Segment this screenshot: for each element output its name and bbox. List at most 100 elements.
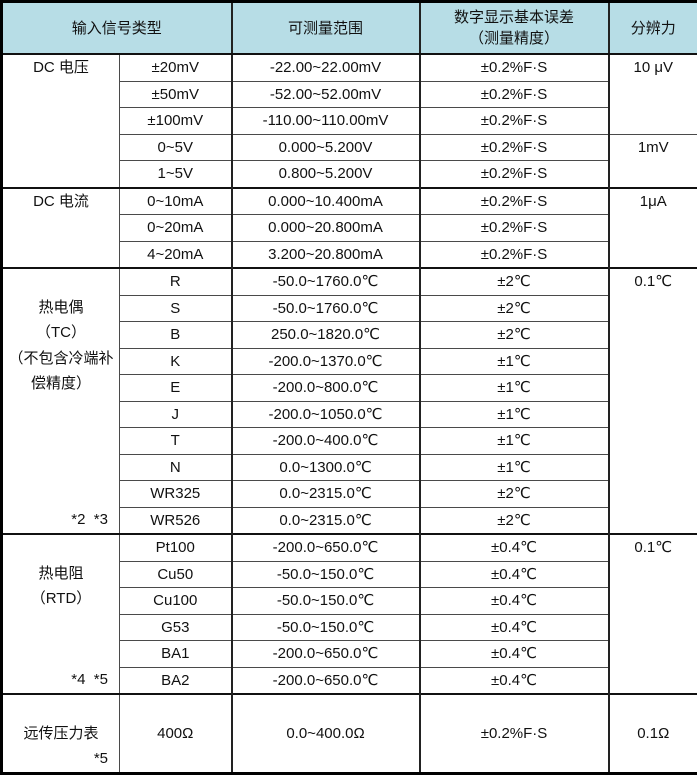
resolution-cell: 1mV: [609, 134, 697, 188]
signal-subtype-cell: Pt100: [120, 534, 232, 561]
accuracy-cell: ±1℃: [420, 428, 609, 455]
signal-subtype-cell: B: [120, 322, 232, 349]
category-label: 热电偶 （TC） （不包含冷端补 偿精度）: [8, 299, 113, 393]
range-cell: 0.000~10.400mA: [232, 188, 420, 215]
range-cell: 0.0~400.0Ω: [232, 694, 420, 773]
accuracy-cell: ±2℃: [420, 268, 609, 295]
signal-subtype-cell: 0~20mA: [120, 215, 232, 242]
header-resolution: 分辨力: [609, 2, 697, 55]
signal-subtype-cell: R: [120, 268, 232, 295]
signal-subtype-cell: ±20mV: [120, 54, 232, 81]
header-error: 数字显示基本误差 （测量精度）: [420, 2, 609, 55]
accuracy-cell: ±0.4℃: [420, 588, 609, 615]
table-row: DC 电流 0~10mA 0.000~10.400mA ±0.2%F·S 1μA: [2, 188, 697, 215]
accuracy-cell: ±1℃: [420, 375, 609, 402]
range-cell: -200.0~650.0℃: [232, 534, 420, 561]
range-cell: 0.800~5.200V: [232, 161, 420, 188]
signal-subtype-cell: K: [120, 348, 232, 375]
signal-subtype-cell: Cu100: [120, 588, 232, 615]
range-cell: -200.0~1370.0℃: [232, 348, 420, 375]
signal-subtype-cell: 0~5V: [120, 134, 232, 161]
accuracy-cell: ±0.2%F·S: [420, 161, 609, 188]
accuracy-cell: ±0.2%F·S: [420, 54, 609, 81]
range-cell: -200.0~1050.0℃: [232, 401, 420, 428]
range-cell: 0.000~20.800mA: [232, 215, 420, 242]
range-cell: -52.00~52.00mV: [232, 81, 420, 108]
accuracy-cell: ±0.2%F·S: [420, 694, 609, 773]
accuracy-cell: ±2℃: [420, 322, 609, 349]
category-label: 远传压力表: [23, 725, 98, 742]
resolution-cell: 0.1℃: [609, 268, 697, 534]
accuracy-cell: ±0.2%F·S: [420, 215, 609, 242]
table-row: 热电偶 （TC） （不包含冷端补 偿精度） *2 *3 R -50.0~1760…: [2, 268, 697, 295]
signal-subtype-cell: S: [120, 295, 232, 322]
accuracy-cell: ±1℃: [420, 454, 609, 481]
signal-subtype-cell: ±100mV: [120, 108, 232, 135]
range-cell: -200.0~650.0℃: [232, 667, 420, 694]
signal-subtype-cell: BA1: [120, 641, 232, 668]
header-signal-type: 输入信号类型: [2, 2, 232, 55]
accuracy-cell: ±2℃: [420, 507, 609, 534]
signal-subtype-cell: G53: [120, 614, 232, 641]
footnote-label: *5: [94, 751, 108, 766]
accuracy-cell: ±0.2%F·S: [420, 241, 609, 268]
signal-subtype-cell: J: [120, 401, 232, 428]
accuracy-cell: ±0.2%F·S: [420, 134, 609, 161]
accuracy-cell: ±1℃: [420, 401, 609, 428]
resolution-cell: 0.1Ω: [609, 694, 697, 773]
signal-subtype-cell: Cu50: [120, 561, 232, 588]
category-cell-dc-current: DC 电流: [2, 188, 120, 269]
signal-subtype-cell: 4~20mA: [120, 241, 232, 268]
signal-subtype-cell: BA2: [120, 667, 232, 694]
range-cell: -50.0~150.0℃: [232, 561, 420, 588]
accuracy-cell: ±0.4℃: [420, 641, 609, 668]
category-cell-thermocouple: 热电偶 （TC） （不包含冷端补 偿精度） *2 *3: [2, 268, 120, 534]
resolution-cell: 0.1℃: [609, 534, 697, 694]
category-cell-pressure-gauge: 远传压力表 *5: [2, 694, 120, 773]
range-cell: 0.0~1300.0℃: [232, 454, 420, 481]
accuracy-cell: ±2℃: [420, 295, 609, 322]
signal-subtype-cell: 1~5V: [120, 161, 232, 188]
range-cell: -50.0~150.0℃: [232, 614, 420, 641]
signal-subtype-cell: E: [120, 375, 232, 402]
signal-subtype-cell: 0~10mA: [120, 188, 232, 215]
range-cell: -200.0~650.0℃: [232, 641, 420, 668]
resolution-cell: 10 μV: [609, 54, 697, 134]
range-cell: -22.00~22.00mV: [232, 54, 420, 81]
range-cell: -200.0~400.0℃: [232, 428, 420, 455]
footnote-label: *2 *3: [71, 512, 108, 527]
category-cell-dc-voltage: DC 电压: [2, 54, 120, 188]
signal-subtype-cell: N: [120, 454, 232, 481]
range-cell: -50.0~1760.0℃: [232, 268, 420, 295]
signal-subtype-cell: WR526: [120, 507, 232, 534]
header-row: 输入信号类型 可测量范围 数字显示基本误差 （测量精度） 分辨力: [2, 2, 697, 55]
range-cell: 0.0~2315.0℃: [232, 507, 420, 534]
range-cell: 0.0~2315.0℃: [232, 481, 420, 508]
table-row: DC 电压 ±20mV -22.00~22.00mV ±0.2%F·S 10 μ…: [2, 54, 697, 81]
range-cell: 3.200~20.800mA: [232, 241, 420, 268]
range-cell: 0.000~5.200V: [232, 134, 420, 161]
accuracy-cell: ±2℃: [420, 481, 609, 508]
signal-subtype-cell: 400Ω: [120, 694, 232, 773]
accuracy-cell: ±0.2%F·S: [420, 108, 609, 135]
accuracy-cell: ±0.4℃: [420, 667, 609, 694]
range-cell: -50.0~150.0℃: [232, 588, 420, 615]
table-row: 远传压力表 *5 400Ω 0.0~400.0Ω ±0.2%F·S 0.1Ω: [2, 694, 697, 773]
accuracy-cell: ±1℃: [420, 348, 609, 375]
signal-subtype-cell: ±50mV: [120, 81, 232, 108]
category-cell-rtd: 热电阻 （RTD） *4 *5: [2, 534, 120, 694]
accuracy-cell: ±0.4℃: [420, 614, 609, 641]
range-cell: -200.0~800.0℃: [232, 375, 420, 402]
signal-subtype-cell: WR325: [120, 481, 232, 508]
table-row: 热电阻 （RTD） *4 *5 Pt100 -200.0~650.0℃ ±0.4…: [2, 534, 697, 561]
resolution-cell: 1μA: [609, 188, 697, 269]
range-cell: -50.0~1760.0℃: [232, 295, 420, 322]
signal-subtype-cell: T: [120, 428, 232, 455]
footnote-label: *4 *5: [71, 672, 108, 687]
accuracy-cell: ±0.4℃: [420, 561, 609, 588]
category-label: 热电阻 （RTD）: [31, 565, 92, 608]
accuracy-cell: ±0.2%F·S: [420, 188, 609, 215]
header-range: 可测量范围: [232, 2, 420, 55]
accuracy-cell: ±0.2%F·S: [420, 81, 609, 108]
